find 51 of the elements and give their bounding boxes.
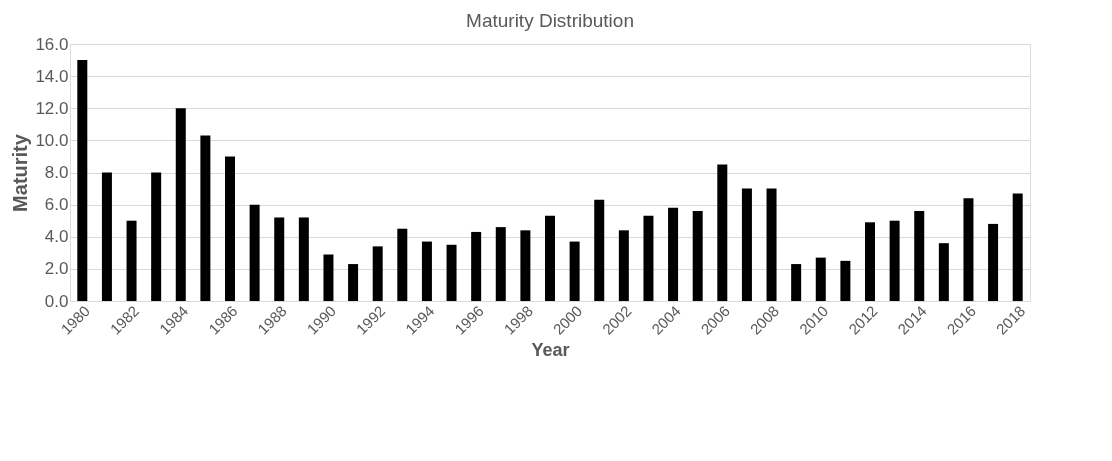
y-tick-label: 12.0 (35, 98, 69, 118)
bar (397, 228, 408, 301)
bar (717, 164, 728, 301)
bar (766, 188, 777, 301)
x-axis-title: Year (531, 339, 570, 360)
bar (446, 244, 457, 301)
bar (988, 223, 999, 301)
y-axis-title: Maturity (9, 133, 32, 212)
y-tick-label: 8.0 (44, 163, 69, 182)
bar (545, 215, 555, 301)
y-tick-label: 14.0 (35, 66, 69, 86)
bar (938, 243, 949, 301)
bar (225, 156, 235, 301)
bar (421, 241, 432, 301)
y-tick-label: 2.0 (44, 259, 69, 279)
bar (692, 211, 703, 301)
y-tick-label: 16.0 (35, 34, 69, 54)
y-tick-label: 10.0 (35, 130, 69, 150)
bar (668, 207, 679, 301)
bar (348, 264, 359, 301)
y-tick-label: 4.0 (44, 227, 69, 247)
y-tick-label: 6.0 (44, 195, 69, 215)
bar (520, 230, 531, 301)
bar (126, 220, 137, 301)
bar (274, 217, 285, 301)
bar (298, 217, 309, 301)
bar (175, 108, 186, 301)
bar (865, 222, 875, 301)
bar (249, 204, 260, 301)
bar (914, 211, 925, 301)
y-tick-label: 0.0 (44, 291, 69, 311)
bar (471, 231, 482, 301)
bar (594, 199, 605, 301)
bar (101, 172, 112, 301)
bar (495, 227, 506, 301)
bar (77, 60, 88, 301)
bar (372, 246, 383, 301)
bar (741, 188, 752, 301)
chart-title: Maturity Distribution (466, 10, 634, 31)
bar (791, 264, 802, 301)
bar (643, 215, 654, 301)
bar (1012, 193, 1023, 301)
bar (963, 198, 974, 301)
bar (200, 135, 211, 301)
bar (569, 241, 580, 301)
bar (840, 260, 851, 301)
bar (323, 254, 334, 301)
bar (618, 230, 629, 301)
bar (151, 172, 162, 301)
bar (889, 220, 900, 301)
bar (815, 257, 826, 301)
